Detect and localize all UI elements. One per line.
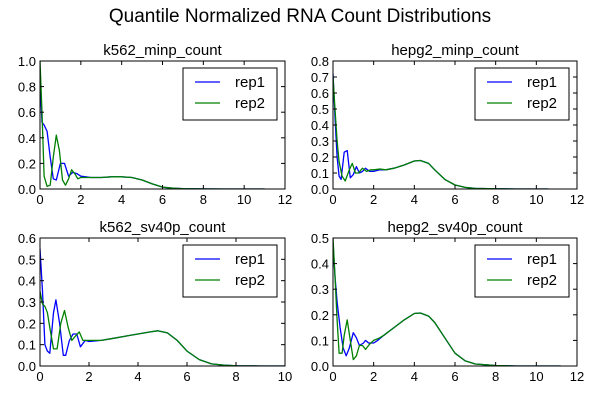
- subplot-title: hepg2_minp_count: [391, 42, 519, 59]
- series-line-rep2: [40, 61, 265, 189]
- y-tick-label: 0.8: [18, 80, 36, 95]
- subplot-hepg2-minp-count: hepg2_minp_count 0 2 4 6 8 10 12 0.00.10.20.30.4…: [311, 42, 584, 207]
- y-tick-label: 0.2: [311, 308, 329, 323]
- y-tick-label: 0.2: [311, 150, 329, 165]
- x-tick-label: 12: [570, 369, 584, 384]
- legend-box: [474, 244, 570, 298]
- figure-title: Quantile Normalized RNA Count Distributi…: [108, 6, 492, 27]
- y-tick-label: 0.1: [311, 333, 329, 348]
- y-tick-label: 0.8: [311, 54, 329, 69]
- x-tick-label: 2: [370, 369, 377, 384]
- legend-label-rep2: rep2: [235, 95, 265, 112]
- y-tick-label: 0.6: [18, 231, 36, 246]
- legend-label-rep2: rep2: [527, 272, 557, 289]
- x-tick-label: 6: [159, 192, 166, 207]
- legend: rep1 rep2: [182, 244, 278, 298]
- legend-label-rep1: rep1: [527, 74, 557, 91]
- y-tick-label: 0.0: [311, 182, 329, 197]
- x-tick-label: 2: [85, 369, 92, 384]
- legend-box: [182, 67, 278, 121]
- subplot-k562-minp-count: k562_minp_count 0 2 4 6 8 10 12 0.0 0.2 0.4 0.6 0.8 1…: [18, 42, 292, 207]
- x-tick-label: 6: [451, 192, 458, 207]
- x-tick-label: 0: [329, 192, 336, 207]
- y-tick-label: 0.1: [311, 166, 329, 181]
- subplot-k562-sv40p-count: k562_sv40p_count 0 2 4 6 8 10 0.0 0.1 0.2 0.3 0.4 0.…: [18, 219, 292, 384]
- y-tick-label: 0.5: [311, 102, 329, 117]
- y-tick-label: 0.6: [18, 105, 36, 120]
- x-tick-label: 8: [232, 369, 239, 384]
- y-tick-label: 0.4: [311, 257, 329, 272]
- x-tick-label: 4: [134, 369, 141, 384]
- x-tick-label: 10: [278, 369, 292, 384]
- y-tick-label: 0.3: [311, 282, 329, 297]
- x-tick-label: 6: [451, 369, 458, 384]
- y-tick-label: 0.3: [311, 134, 329, 149]
- subplot-hepg2-sv40p-count: hepg2_sv40p_count 0 2 4 6 8 10 12 0.0 0.1 0.2 0.3 0.…: [311, 219, 584, 384]
- series-line-rep2: [40, 291, 285, 366]
- y-tick-label: 0.5: [311, 231, 329, 246]
- y-tick-label: 0.0: [311, 359, 329, 374]
- x-tick-label: 10: [529, 369, 543, 384]
- x-tick-label: 0: [329, 369, 336, 384]
- y-tick-label: 0.5: [18, 252, 36, 267]
- legend-box: [182, 244, 278, 298]
- x-tick-label: 2: [77, 192, 84, 207]
- y-tick-label: 0.1: [18, 338, 36, 353]
- x-tick-label: 8: [200, 192, 207, 207]
- legend-label-rep1: rep1: [527, 251, 557, 268]
- legend: rep1 rep2: [474, 244, 570, 298]
- y-tick-label: 0.7: [311, 70, 329, 85]
- y-tick-label: 0.2: [18, 316, 36, 331]
- y-tick-label: 0.4: [18, 131, 36, 146]
- series-line-rep2: [333, 76, 549, 189]
- series-line-rep2: [333, 238, 561, 366]
- y-tick-label: 0.4: [311, 118, 329, 133]
- x-tick-label: 4: [411, 369, 418, 384]
- x-tick-label: 0: [36, 192, 43, 207]
- legend-box: [474, 67, 570, 121]
- x-tick-label: 8: [492, 192, 499, 207]
- x-tick-label: 10: [237, 192, 251, 207]
- y-tick-label: 0.0: [18, 182, 36, 197]
- legend-label-rep1: rep1: [235, 251, 265, 268]
- x-tick-label: 4: [411, 192, 418, 207]
- legend-label-rep2: rep2: [527, 95, 557, 112]
- y-tick-label: 1.0: [18, 54, 36, 69]
- subplot-title: k562_sv40p_count: [100, 219, 227, 236]
- y-tick-label: 0.4: [18, 274, 36, 289]
- legend-label-rep2: rep2: [235, 272, 265, 289]
- legend: rep1 rep2: [474, 67, 570, 121]
- x-tick-label: 4: [118, 192, 125, 207]
- x-tick-label: 0: [36, 369, 43, 384]
- legend: rep1 rep2: [182, 67, 278, 121]
- subplot-title: k562_minp_count: [103, 42, 222, 59]
- y-tick-label: 0.2: [18, 156, 36, 171]
- x-tick-label: 12: [278, 192, 292, 207]
- x-tick-label: 8: [492, 369, 499, 384]
- x-tick-label: 10: [529, 192, 543, 207]
- x-tick-label: 6: [183, 369, 190, 384]
- y-tick-label: 0.3: [18, 295, 36, 310]
- x-tick-label: 12: [570, 192, 584, 207]
- subplot-title: hepg2_sv40p_count: [387, 219, 523, 236]
- x-tick-label: 2: [370, 192, 377, 207]
- legend-label-rep1: rep1: [235, 74, 265, 91]
- y-tick-label: 0.0: [18, 359, 36, 374]
- y-tick-label: 0.6: [311, 86, 329, 101]
